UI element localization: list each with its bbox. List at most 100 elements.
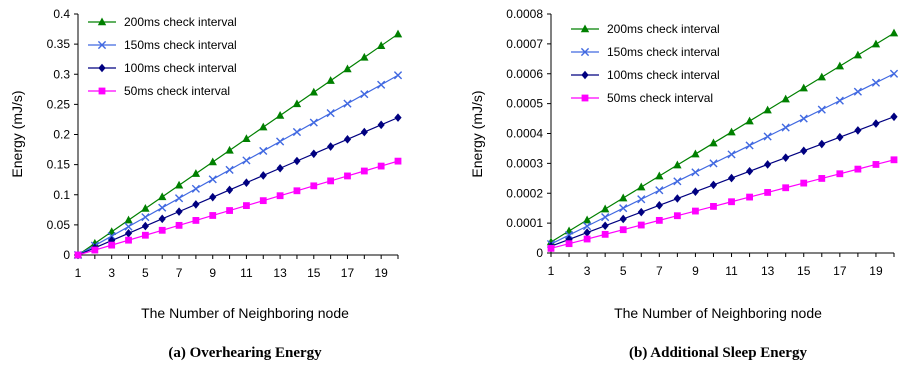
data-point — [108, 241, 116, 249]
data-point — [276, 163, 284, 173]
data-point — [225, 165, 234, 174]
data-point — [818, 175, 826, 182]
x-tick-label: 1 — [75, 266, 82, 280]
x-tick-label: 5 — [142, 266, 149, 280]
legend-marker — [98, 87, 106, 95]
data-point — [310, 182, 318, 190]
data-point — [782, 153, 790, 162]
data-point — [619, 193, 628, 202]
legend-entry: 100ms check interval — [88, 61, 237, 75]
y-tick-label: 0.0001 — [506, 216, 543, 230]
legend-entry: 150ms check interval — [88, 38, 237, 52]
data-point — [854, 126, 862, 135]
y-tick-label: 0.15 — [47, 158, 71, 172]
y-tick-label: 0.4 — [53, 7, 70, 21]
data-point — [564, 230, 574, 240]
series-line — [550, 116, 895, 247]
x-axis-title: The Number of Neighboring node — [141, 305, 349, 321]
data-point — [673, 194, 681, 203]
legend-label: 200ms check interval — [124, 15, 237, 29]
data-point — [872, 161, 880, 168]
legend-label: 100ms check interval — [124, 61, 237, 75]
series-diamond — [547, 112, 898, 251]
data-point — [225, 145, 234, 154]
data-point — [191, 184, 200, 193]
legend-marker — [98, 63, 106, 73]
data-point — [360, 167, 368, 175]
legend-marker — [97, 17, 107, 26]
data-point — [835, 61, 845, 70]
data-point — [394, 157, 402, 165]
data-point — [376, 41, 386, 49]
legend-marker — [580, 24, 590, 33]
series-line — [77, 117, 399, 256]
plot-area: 0 0.0001 0.0002 0.0003 0.0004 0.0005 0.0006 0.0… — [506, 7, 899, 278]
data-point — [763, 132, 772, 141]
x-tick-label: 15 — [307, 266, 321, 280]
data-point — [208, 175, 217, 184]
data-point — [125, 236, 132, 244]
data-point — [393, 71, 403, 80]
data-point — [600, 204, 610, 213]
data-point — [327, 177, 335, 185]
data-point — [208, 157, 217, 166]
data-point — [727, 150, 736, 159]
data-point — [817, 105, 826, 114]
data-point — [745, 166, 754, 176]
x-tick-label: 1 — [548, 264, 555, 278]
y-tick-label: 0.3 — [53, 67, 70, 81]
data-point — [344, 172, 351, 180]
data-point — [709, 180, 718, 190]
data-point — [673, 177, 682, 186]
data-point — [192, 217, 200, 224]
y-axis-title: Energy (mJ/s) — [469, 90, 485, 177]
data-point — [326, 76, 335, 84]
data-point — [728, 198, 735, 206]
data-point — [124, 222, 133, 231]
y-tick-label: 0.05 — [47, 218, 71, 232]
x-tick-label: 13 — [761, 264, 775, 278]
legend-label: 50ms check interval — [607, 91, 713, 105]
data-point — [242, 178, 251, 187]
series-diamond — [74, 113, 402, 260]
data-point — [619, 226, 627, 234]
data-point — [242, 156, 251, 165]
data-point — [853, 87, 862, 96]
y-tick-label: 0.0004 — [506, 127, 543, 141]
data-point — [727, 173, 736, 183]
data-point — [259, 197, 267, 205]
x-tick-label: 3 — [584, 264, 591, 278]
data-point — [817, 72, 826, 81]
y-tick-label: 0.0003 — [506, 156, 543, 170]
y-tick-label: 0.35 — [47, 37, 71, 51]
series-square — [547, 156, 898, 252]
legend-entry: 100ms check interval — [571, 68, 720, 82]
data-point — [226, 207, 233, 214]
chart-additional-sleep-energy: Energy (mJ/s) The Number of Neighboring … — [469, 7, 899, 361]
data-point — [174, 194, 184, 203]
data-point — [394, 113, 402, 122]
legend-label: 100ms check interval — [607, 68, 720, 82]
data-point — [692, 207, 699, 215]
data-point — [655, 186, 664, 195]
data-point — [360, 90, 369, 99]
data-point — [565, 235, 573, 244]
data-point — [655, 201, 663, 210]
y-tick-label: 0.0008 — [506, 7, 543, 21]
x-axis-title: The Number of Neighboring node — [614, 305, 822, 321]
x-tick-label: 19 — [374, 266, 388, 280]
legend-entry: 150ms check interval — [571, 45, 720, 59]
data-point — [292, 127, 302, 137]
legend-entry: 200ms check interval — [571, 22, 720, 36]
y-tick-label: 0.2 — [53, 128, 70, 142]
data-point — [745, 141, 754, 150]
data-point — [818, 139, 826, 149]
data-point — [124, 229, 133, 238]
x-tick-label: 9 — [209, 266, 216, 280]
data-point — [745, 116, 754, 125]
x-tick-label: 7 — [656, 264, 663, 278]
data-point — [799, 114, 808, 123]
data-point — [259, 171, 267, 180]
data-point — [326, 109, 335, 118]
